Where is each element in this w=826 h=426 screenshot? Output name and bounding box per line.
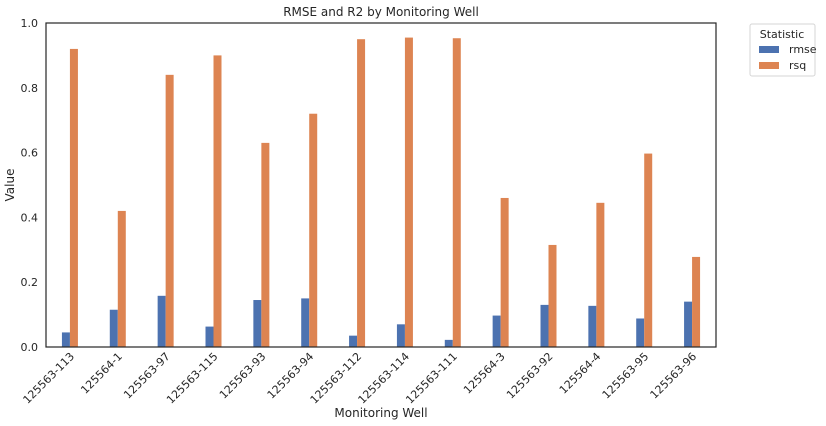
x-tick-label: 125563-96 — [648, 350, 700, 402]
legend: Statistic rmse rsq — [749, 23, 817, 77]
bar-rsq-125563-93 — [261, 142, 270, 347]
bar-rsq-125563-112 — [357, 39, 366, 347]
legend-label-rmse: rmse — [789, 43, 817, 56]
y-axis-label: Value — [3, 169, 17, 202]
bar-rmse-125563-113 — [61, 332, 70, 347]
bar-rsq-125564-3 — [500, 197, 509, 347]
x-axis-ticks: 125563-113 125564-1125563-97125563-115125… — [21, 350, 700, 407]
y-axis-ticks: 0.0 0.2 0.4 0.6 0.8 1.0 — [21, 17, 39, 354]
legend-title: Statistic — [760, 28, 805, 41]
bar-rmse-125563-92 — [540, 304, 549, 347]
plot-frame — [45, 22, 717, 348]
x-tick-label: 125564-3 — [461, 350, 508, 397]
bar-rmse-125564-3 — [492, 315, 501, 347]
x-tick-label: 125563-94 — [265, 350, 317, 402]
y-tick-label: 0.6 — [21, 147, 39, 160]
bar-rsq-125564-1 — [117, 210, 126, 347]
bar-rsq-125563-92 — [548, 244, 557, 347]
y-tick-label: 1.0 — [21, 17, 39, 30]
x-tick-label: 125563-115 — [164, 350, 221, 407]
x-tick-label: 125563-113 — [21, 350, 78, 407]
bar-rsq-125563-111 — [452, 38, 461, 347]
y-tick-label: 0.0 — [21, 341, 39, 354]
legend-items: rmse rsq — [759, 43, 817, 72]
bar-rsq-125563-114 — [404, 37, 413, 347]
x-axis-label: Monitoring Well — [334, 406, 427, 420]
x-tick-label: 125564-1 — [78, 350, 125, 397]
bar-rsq-125563-115 — [213, 55, 222, 348]
bar-rmse-125563-94 — [301, 298, 310, 347]
bars-group — [61, 37, 701, 348]
bar-rmse-125563-95 — [636, 318, 645, 347]
bar-rsq-125563-94 — [309, 113, 318, 347]
x-tick-label: 125564-4 — [557, 350, 604, 397]
legend-swatch-rsq — [759, 62, 779, 69]
bar-rmse-125563-97 — [157, 295, 166, 347]
bar-rmse-125564-1 — [109, 309, 118, 347]
bar-rmse-125563-114 — [396, 324, 405, 347]
x-tick-label: 125563-92 — [504, 350, 556, 402]
y-tick-label: 0.8 — [21, 82, 39, 95]
y-tick-label: 0.4 — [21, 211, 39, 224]
bar-rmse-125563-93 — [253, 300, 262, 347]
bar-rmse-125564-4 — [588, 305, 597, 347]
y-tick-label: 0.2 — [21, 276, 39, 289]
bar-rsq-125564-4 — [596, 202, 605, 347]
chart-title: RMSE and R2 by Monitoring Well — [283, 5, 479, 19]
bar-rmse-125563-115 — [205, 326, 214, 347]
legend-label-rsq: rsq — [789, 59, 806, 72]
bar-rsq-125563-97 — [165, 74, 174, 347]
x-tick-label: 125563-111 — [403, 350, 460, 407]
bar-rmse-125563-111 — [444, 339, 453, 347]
bar-rmse-125563-96 — [684, 301, 693, 347]
x-tick-label: 125563-93 — [217, 350, 269, 402]
legend-swatch-rmse — [759, 46, 779, 53]
bar-rsq-125563-113 — [69, 48, 78, 348]
bar-rmse-125563-112 — [349, 335, 358, 347]
bar-rsq-125563-95 — [644, 153, 653, 347]
bar-rsq-125563-96 — [692, 256, 701, 347]
x-tick-label: 125563-95 — [600, 350, 652, 402]
x-tick-label: 125563-97 — [121, 350, 173, 402]
